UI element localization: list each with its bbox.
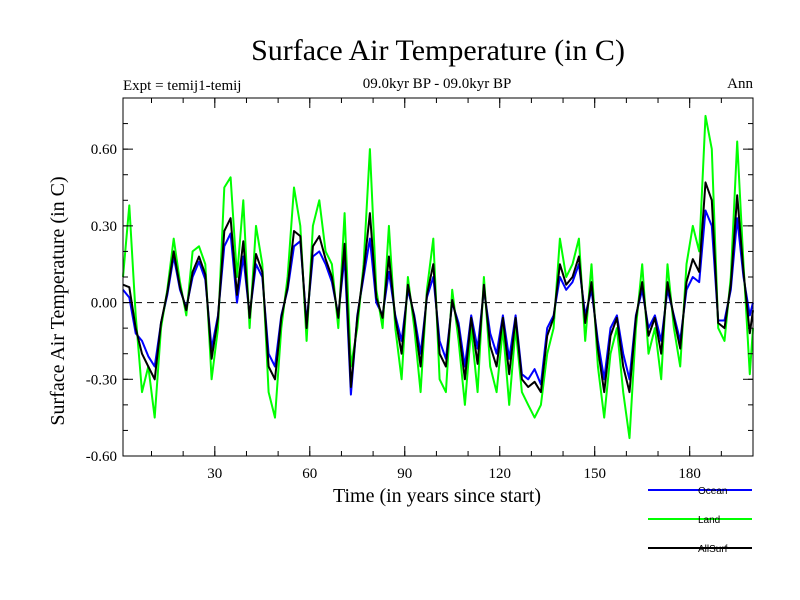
experiment-label: Expt = temij1-temij [123,78,241,94]
y-tick-label: 0.60 [91,142,117,158]
y-tick-label: 0.30 [91,219,117,235]
x-tick-label: 150 [583,466,606,482]
annual-label: Ann [727,76,753,92]
x-tick-label: 120 [488,466,511,482]
y-tick-label: 0.00 [91,296,117,312]
y-tick-label: -0.60 [86,449,117,465]
y-tick-label: -0.30 [86,372,117,388]
plot-frame [122,97,754,457]
y-axis-label: Surface Air Temperature (in C) [47,176,69,425]
x-tick-label: 180 [678,466,701,482]
chart-title: Surface Air Temperature (in C) [251,34,625,67]
legend-label-allsurf: AllSurf [698,544,728,555]
x-tick-label: 30 [207,466,222,482]
x-tick-label: 60 [302,466,317,482]
series-line-land [122,114,754,440]
x-axis-label: Time (in years since start) [333,485,541,507]
legend-label-land: Land [698,515,720,526]
chart-subtitle: 09.0kyr BP - 09.0kyr BP [363,76,512,92]
legend: Ocean Land AllSurf [648,486,752,555]
plot-area: -0.60 -0.30 0.00 0.30 0.60 30 60 90 120 150 180 [86,97,754,482]
x-tick-label: 90 [397,466,412,482]
series-line-allsurf [122,181,754,394]
legend-label-ocean: Ocean [698,486,727,497]
